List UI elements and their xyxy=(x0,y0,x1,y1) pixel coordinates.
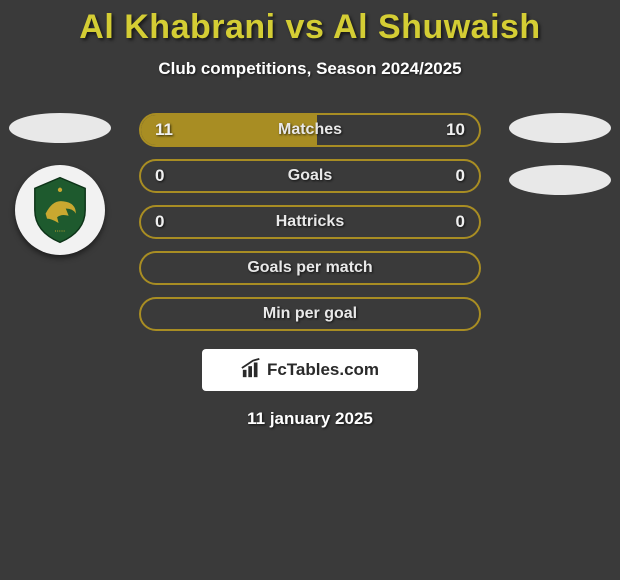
stat-row-goals: 0 Goals 0 xyxy=(139,159,481,193)
player-right-oval-1 xyxy=(509,113,611,143)
brand-badge[interactable]: FcTables.com xyxy=(202,349,418,391)
player-left-column: ····· xyxy=(5,113,115,255)
club-crest-icon: ····· xyxy=(24,174,96,246)
stat-content: 0 Hattricks 0 xyxy=(141,207,479,237)
stat-left-value: 0 xyxy=(155,212,164,232)
stat-row-min-per-goal: Min per goal xyxy=(139,297,481,331)
stat-right-value: 0 xyxy=(456,166,465,186)
page-title: Al Khabrani vs Al Shuwaish xyxy=(0,8,620,47)
content-area: ····· 11 Matches 10 0 xyxy=(0,113,620,429)
stat-right-value: 10 xyxy=(446,120,465,140)
stat-content: 0 Goals 0 xyxy=(141,161,479,191)
date-label: 11 january 2025 xyxy=(0,409,620,429)
stat-label: Goals xyxy=(288,167,332,185)
stat-content: Min per goal xyxy=(141,299,479,329)
stat-row-matches: 11 Matches 10 xyxy=(139,113,481,147)
player-left-oval xyxy=(9,113,111,143)
player-right-oval-2 xyxy=(509,165,611,195)
stat-label: Min per goal xyxy=(263,305,357,323)
stat-left-value: 0 xyxy=(155,166,164,186)
stat-content: 11 Matches 10 xyxy=(141,115,479,145)
brand-text: FcTables.com xyxy=(267,360,379,380)
comparison-card: Al Khabrani vs Al Shuwaish Club competit… xyxy=(0,0,620,429)
bar-chart-icon xyxy=(241,357,263,384)
svg-text:·····: ····· xyxy=(55,228,66,235)
club-badge-left: ····· xyxy=(15,165,105,255)
page-subtitle: Club competitions, Season 2024/2025 xyxy=(0,59,620,79)
stat-right-value: 0 xyxy=(456,212,465,232)
stat-label: Hattricks xyxy=(276,213,344,231)
stat-label: Matches xyxy=(278,121,342,139)
stats-list: 11 Matches 10 0 Goals 0 0 Hattricks 0 xyxy=(139,113,481,331)
stat-row-hattricks: 0 Hattricks 0 xyxy=(139,205,481,239)
stat-left-value: 11 xyxy=(155,120,173,140)
player-right-column xyxy=(505,113,615,215)
stat-label: Goals per match xyxy=(247,259,372,277)
stat-row-goals-per-match: Goals per match xyxy=(139,251,481,285)
stat-content: Goals per match xyxy=(141,253,479,283)
